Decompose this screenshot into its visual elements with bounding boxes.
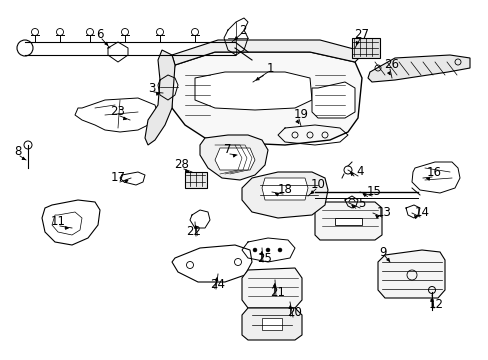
Text: 15: 15	[366, 185, 381, 198]
Text: 25: 25	[257, 252, 272, 265]
Text: 12: 12	[427, 297, 443, 310]
Text: 3: 3	[148, 81, 155, 94]
Polygon shape	[170, 52, 361, 145]
Text: 13: 13	[376, 207, 390, 220]
Polygon shape	[334, 218, 361, 225]
Text: 10: 10	[310, 179, 325, 192]
Polygon shape	[52, 212, 82, 235]
Text: 23: 23	[110, 105, 125, 118]
Text: 26: 26	[384, 58, 399, 72]
Polygon shape	[377, 250, 444, 298]
Polygon shape	[311, 82, 354, 118]
Polygon shape	[195, 72, 311, 110]
Text: 6: 6	[96, 28, 103, 41]
Text: 24: 24	[210, 279, 225, 292]
Polygon shape	[242, 172, 327, 218]
Text: 17: 17	[110, 171, 125, 184]
Text: 28: 28	[174, 158, 189, 171]
Polygon shape	[215, 148, 254, 170]
Text: 8: 8	[14, 145, 21, 158]
Polygon shape	[172, 40, 364, 65]
Polygon shape	[314, 202, 381, 240]
Text: 21: 21	[270, 285, 285, 298]
Text: 19: 19	[293, 108, 308, 121]
Text: 16: 16	[426, 166, 441, 180]
Polygon shape	[145, 50, 175, 145]
Text: 5: 5	[358, 198, 365, 211]
Polygon shape	[242, 268, 302, 308]
Text: 4: 4	[356, 166, 363, 179]
Text: 1: 1	[265, 62, 273, 75]
Text: 18: 18	[277, 184, 292, 197]
Polygon shape	[262, 318, 282, 330]
FancyBboxPatch shape	[351, 38, 379, 58]
Text: 22: 22	[186, 225, 201, 238]
Text: 7: 7	[224, 144, 231, 157]
Text: 20: 20	[287, 306, 302, 320]
Circle shape	[278, 248, 282, 252]
Text: 9: 9	[379, 246, 386, 258]
Polygon shape	[242, 308, 302, 340]
Circle shape	[252, 248, 257, 252]
FancyBboxPatch shape	[184, 172, 206, 188]
Polygon shape	[262, 178, 307, 200]
Text: 14: 14	[414, 207, 428, 220]
Polygon shape	[200, 135, 267, 180]
Text: 11: 11	[50, 216, 65, 229]
Text: 2: 2	[239, 23, 246, 36]
Text: 27: 27	[354, 28, 369, 41]
Polygon shape	[367, 55, 469, 82]
Circle shape	[265, 248, 269, 252]
